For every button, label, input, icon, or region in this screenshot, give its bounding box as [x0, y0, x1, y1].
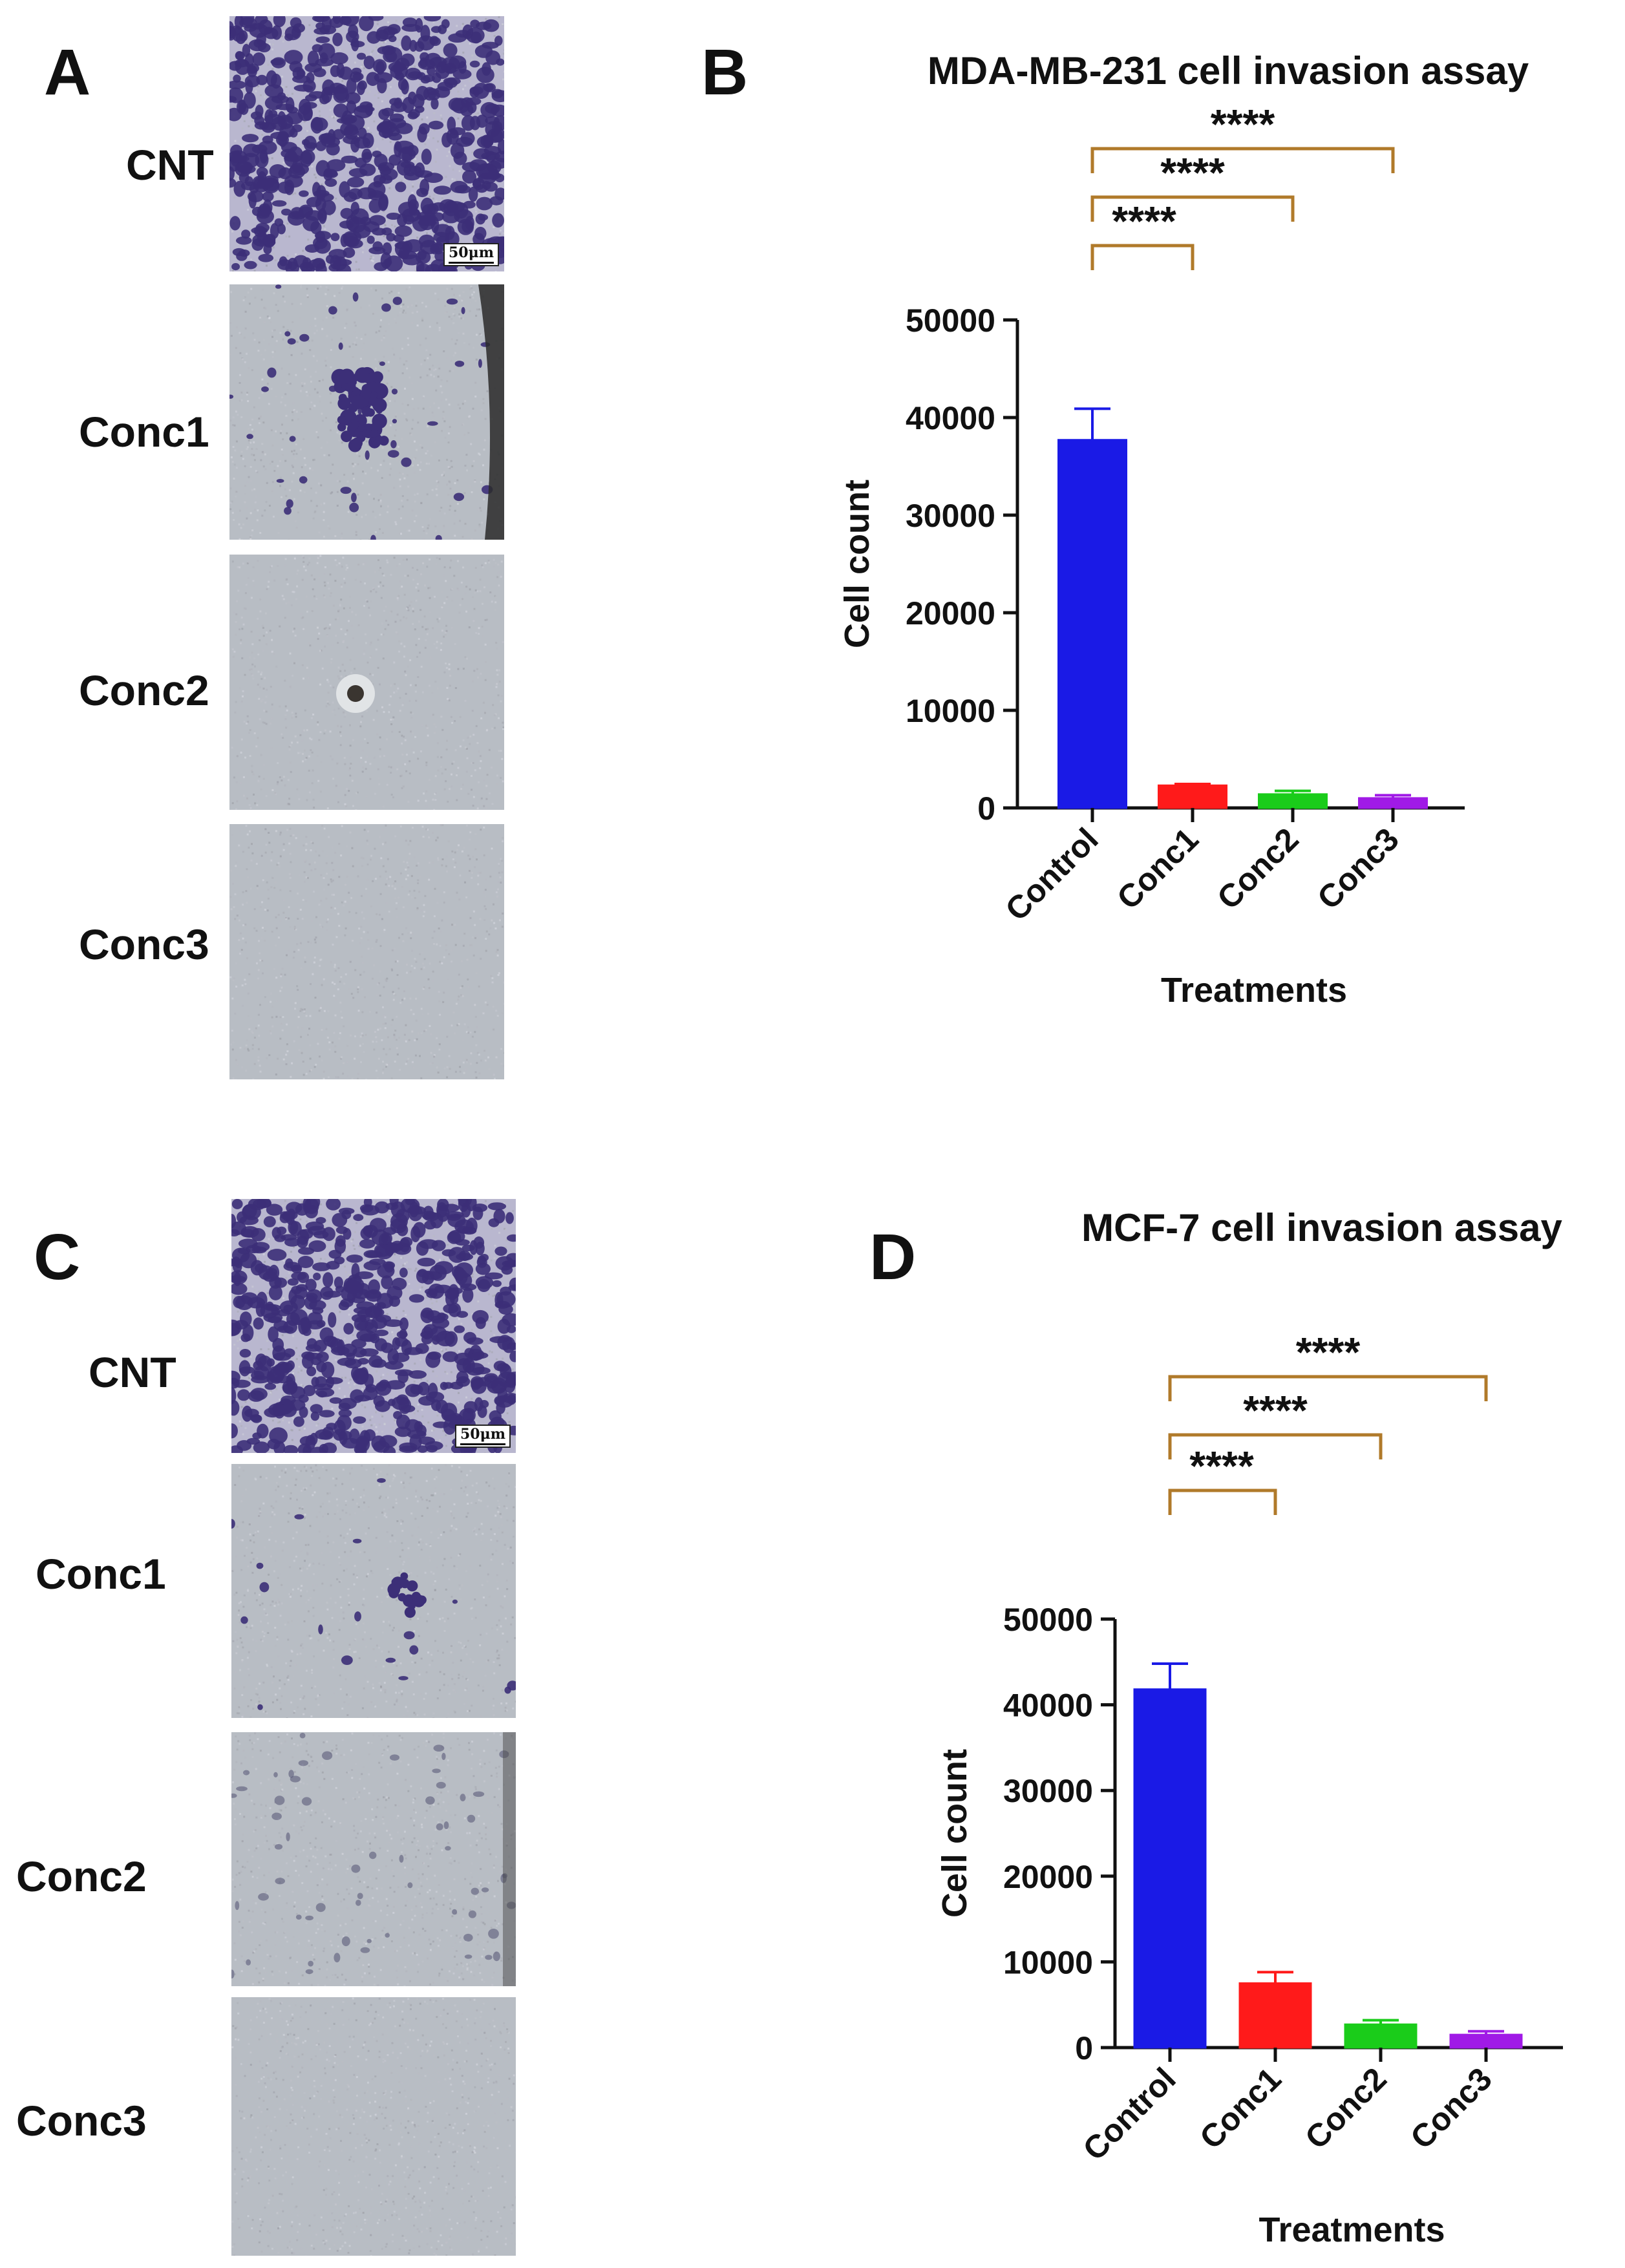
scale-bar-c: 50μm: [455, 1425, 511, 1448]
y-axis-label: Cell count: [935, 1749, 974, 1918]
scale-bar-label: 50μm: [460, 1426, 505, 1443]
panel-letter-b: B: [701, 36, 749, 109]
bar-control: [1133, 1688, 1207, 2049]
y-tick-label: 10000: [906, 693, 995, 729]
row-label-conc1-a: Conc1: [79, 408, 209, 456]
x-tick-label: Conc2: [1298, 2061, 1394, 2156]
significance-bracket: [1090, 147, 1395, 173]
significance-label: ****: [1211, 101, 1275, 147]
x-tick-label: Conc1: [1193, 2061, 1288, 2156]
row-label-conc2-a: Conc2: [79, 666, 209, 714]
x-tick-label: Conc2: [1210, 821, 1306, 917]
y-tick-label: 20000: [1003, 1859, 1093, 1895]
significance-bracket: [1168, 1433, 1383, 1459]
chart-title: MCF-7 cell invasion assay: [1081, 1206, 1562, 1249]
chart-title: MDA-MB-231 cell invasion assay: [928, 49, 1529, 92]
micrograph-a-conc1: [229, 284, 504, 540]
y-tick-label: 30000: [1003, 1773, 1093, 1809]
x-tick-label: Control: [1076, 2061, 1183, 2167]
panel-letter-d: D: [869, 1221, 917, 1293]
bar-conc3: [1358, 797, 1428, 809]
panel-letter-c: C: [34, 1221, 81, 1293]
y-tick-label: 40000: [1003, 1688, 1093, 1724]
significance-bracket: [1168, 1489, 1277, 1515]
y-tick-label: 30000: [906, 498, 995, 534]
bar-conc1: [1158, 784, 1227, 809]
scale-bar-label: 50μm: [449, 244, 494, 261]
micrograph-a-cnt: 50μm: [229, 16, 504, 271]
row-label-conc3-a: Conc3: [79, 920, 209, 968]
significance-label: ****: [1112, 198, 1176, 244]
y-tick-label: 50000: [906, 302, 995, 339]
y-tick-label: 50000: [1003, 1602, 1093, 1638]
x-tick-label: Conc3: [1403, 2061, 1499, 2156]
y-tick-label: 0: [1075, 2030, 1093, 2066]
x-tick-label: Control: [999, 821, 1105, 927]
significance-label: ****: [1160, 149, 1225, 196]
row-label-conc1-c: Conc1: [36, 1550, 166, 1598]
micrograph-a-conc3: [229, 824, 504, 1079]
y-tick-label: 10000: [1003, 1944, 1093, 1980]
significance-label: ****: [1296, 1329, 1361, 1375]
bar-chart-mcf-7: MCF-7 cell invasion assay 0 10000 20000 3000…: [935, 1206, 1563, 2249]
micrograph-c-cnt: 50μm: [231, 1199, 516, 1453]
significance-bracket: [1090, 195, 1295, 222]
bar-conc2: [1258, 793, 1328, 809]
y-tick-label: 40000: [906, 400, 995, 436]
bar-conc1: [1238, 1982, 1312, 2049]
x-axis-label: Treatments: [1259, 2210, 1445, 2249]
row-label-cnt-a: CNT: [126, 141, 214, 189]
significance-label: ****: [1243, 1387, 1308, 1434]
micrograph-c-conc3: [231, 1997, 516, 2256]
x-tick-label: Conc1: [1110, 821, 1205, 917]
micrograph-c-conc2: [231, 1732, 516, 1986]
micrograph-c-conc1: [231, 1464, 516, 1718]
y-axis-label: Cell count: [838, 480, 876, 648]
bar-conc2: [1344, 2023, 1418, 2049]
bar-control: [1057, 439, 1127, 809]
row-label-conc2-c: Conc2: [16, 1852, 147, 1900]
bar-conc3: [1449, 2033, 1523, 2049]
scale-bar-a: 50μm: [443, 243, 499, 266]
significance-bracket: [1168, 1375, 1488, 1401]
y-tick-label: 20000: [906, 595, 995, 631]
significance-bracket: [1090, 244, 1195, 270]
y-tick-label: 0: [977, 790, 995, 827]
micrograph-a-conc2: [229, 555, 504, 810]
x-axis-label: Treatments: [1161, 971, 1347, 1010]
significance-label: ****: [1189, 1443, 1254, 1489]
panel-letter-a: A: [44, 36, 91, 109]
row-label-cnt-c: CNT: [89, 1348, 176, 1396]
bar-chart-mda-mb-231: MDA-MB-231 cell invasion assay 0 10000 2000…: [838, 49, 1529, 1010]
row-label-conc3-c: Conc3: [16, 2097, 147, 2145]
x-tick-label: Conc3: [1310, 821, 1406, 917]
